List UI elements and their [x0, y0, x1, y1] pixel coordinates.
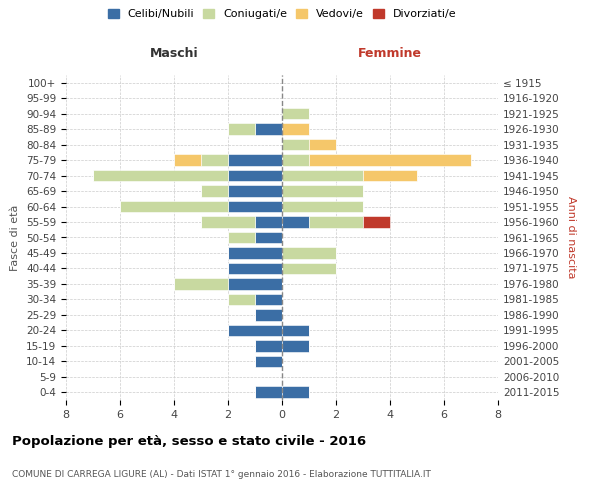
Bar	[309, 139, 336, 150]
Bar	[282, 216, 309, 228]
Bar	[93, 170, 228, 181]
Bar	[228, 324, 282, 336]
Bar	[174, 278, 228, 289]
Bar	[228, 262, 282, 274]
Bar	[228, 200, 282, 212]
Bar	[255, 309, 282, 320]
Bar	[255, 216, 282, 228]
Bar	[309, 154, 471, 166]
Bar	[228, 232, 255, 243]
Bar	[228, 124, 255, 135]
Bar	[363, 170, 417, 181]
Bar	[282, 386, 309, 398]
Bar	[309, 216, 363, 228]
Bar	[228, 154, 282, 166]
Bar	[282, 200, 363, 212]
Bar	[228, 247, 282, 259]
Bar	[228, 278, 282, 289]
Y-axis label: Fasce di età: Fasce di età	[10, 204, 20, 270]
Bar	[174, 154, 201, 166]
Bar	[282, 170, 363, 181]
Y-axis label: Anni di nascita: Anni di nascita	[566, 196, 576, 279]
Bar	[228, 170, 282, 181]
Bar	[120, 200, 228, 212]
Bar	[282, 324, 309, 336]
Bar	[255, 340, 282, 351]
Bar	[282, 154, 309, 166]
Bar	[255, 356, 282, 367]
Text: COMUNE DI CARREGA LIGURE (AL) - Dati ISTAT 1° gennaio 2016 - Elaborazione TUTTIT: COMUNE DI CARREGA LIGURE (AL) - Dati IST…	[12, 470, 431, 479]
Bar	[282, 262, 336, 274]
Legend: Celibi/Nubili, Coniugati/e, Vedovi/e, Divorziati/e: Celibi/Nubili, Coniugati/e, Vedovi/e, Di…	[104, 6, 460, 22]
Text: Maschi: Maschi	[149, 47, 199, 60]
Bar	[282, 108, 309, 120]
Bar	[201, 186, 228, 197]
Bar	[282, 247, 336, 259]
Bar	[201, 216, 255, 228]
Bar	[255, 124, 282, 135]
Bar	[282, 340, 309, 351]
Bar	[282, 139, 309, 150]
Bar	[228, 294, 255, 305]
Bar	[282, 124, 309, 135]
Text: Femmine: Femmine	[358, 47, 422, 60]
Bar	[255, 232, 282, 243]
Bar	[201, 154, 228, 166]
Bar	[255, 386, 282, 398]
Text: Popolazione per età, sesso e stato civile - 2016: Popolazione per età, sesso e stato civil…	[12, 435, 366, 448]
Bar	[228, 186, 282, 197]
Bar	[255, 294, 282, 305]
Bar	[282, 186, 363, 197]
Bar	[363, 216, 390, 228]
